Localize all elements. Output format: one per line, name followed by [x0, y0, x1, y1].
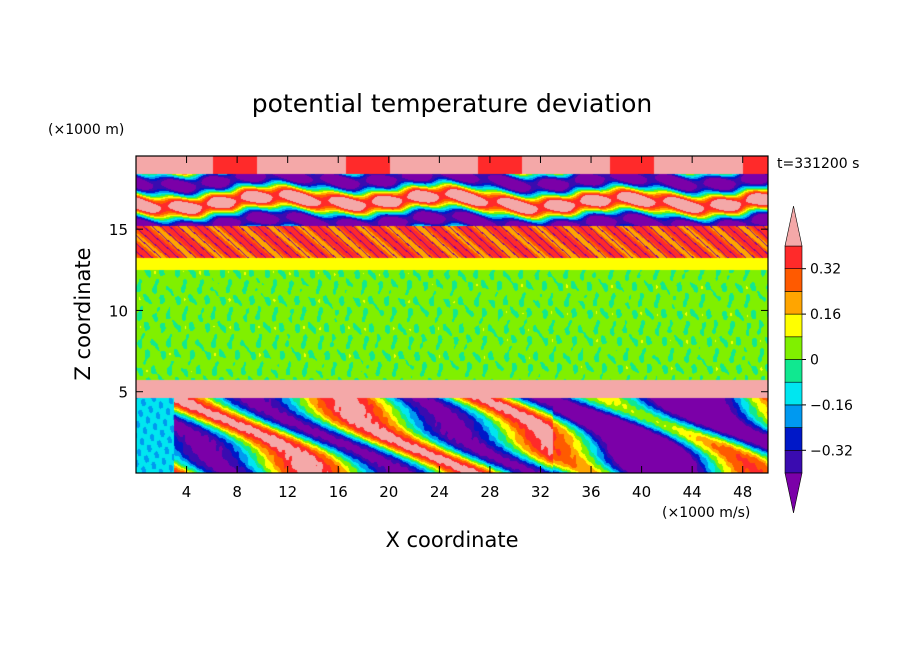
- colorbar-label: 0: [810, 353, 819, 369]
- colorbar-segment: [784, 381, 803, 406]
- colorbar-label: 0.32: [810, 262, 841, 278]
- colorbar-min-extend: [784, 472, 803, 514]
- colorbar-segment: [784, 427, 803, 451]
- y-axis: 5 10 15: [109, 221, 768, 402]
- plot-area: [136, 156, 768, 473]
- x-tick-label: 20: [379, 483, 398, 501]
- x-axis-label: X coordinate: [385, 528, 518, 552]
- x-tick-label: 36: [581, 483, 600, 501]
- y-unit-label: (×1000 m): [48, 122, 124, 138]
- colorbar-segment: [784, 336, 803, 360]
- x-tick-label: 16: [329, 483, 348, 501]
- y-tick-label: 10: [109, 302, 128, 320]
- x-tick-label: 28: [480, 483, 499, 501]
- x-tick-label: 24: [430, 483, 449, 501]
- contour-field: [136, 156, 768, 473]
- chart-title: potential temperature deviation: [252, 89, 652, 118]
- colorbar-max-extend: [784, 205, 803, 247]
- x-axis: 4 8 12 16 20 24 28 32 36 40 44 48: [182, 156, 752, 501]
- x-tick-label: 32: [531, 483, 550, 501]
- colorbar-label: 0.16: [810, 307, 841, 323]
- colorbar-segment: [784, 359, 803, 383]
- colorbar-segment: [784, 404, 803, 428]
- y-tick-label: 5: [118, 384, 128, 402]
- colorbar-segment: [784, 449, 803, 474]
- y-axis-label: Z coordinate: [71, 247, 95, 380]
- colorbar-segment: [784, 245, 803, 270]
- plot-frame: [135, 155, 769, 474]
- x-tick-label: 48: [733, 483, 752, 501]
- colorbar-label: −0.16: [810, 398, 853, 414]
- x-tick-label: 4: [182, 483, 192, 501]
- colorbar-segment: [784, 291, 803, 315]
- x-tick-label: 44: [683, 483, 702, 501]
- x-tick-label: 40: [632, 483, 651, 501]
- time-label: t=331200 s: [777, 156, 859, 172]
- x-tick-label: 8: [232, 483, 242, 501]
- y-tick-label: 15: [109, 221, 128, 239]
- colorbar: 0.32 0.16 0 −0.16 −0.32: [784, 205, 853, 514]
- x-unit-label: (×1000 m/s): [662, 505, 750, 521]
- colorbar-segment: [784, 313, 803, 338]
- x-tick-label: 12: [278, 483, 297, 501]
- colorbar-label: −0.32: [810, 443, 853, 459]
- colorbar-segment: [784, 268, 803, 292]
